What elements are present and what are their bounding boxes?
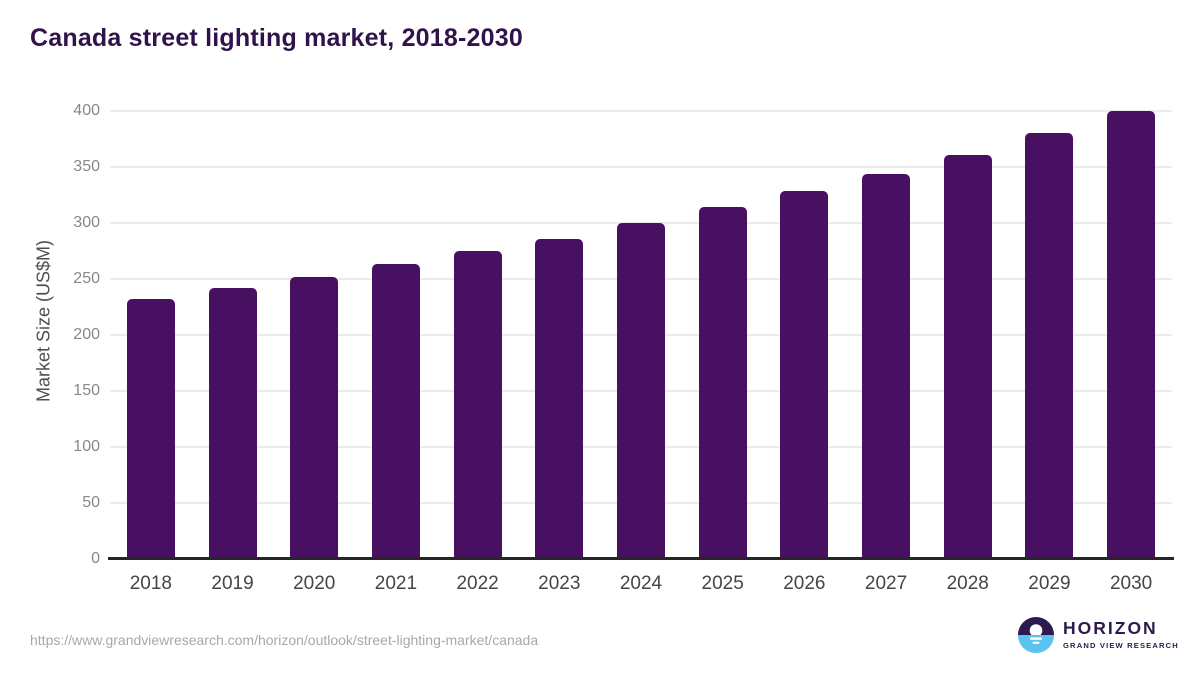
bar-slot: 2023 bbox=[518, 111, 600, 594]
x-tick-label: 2021 bbox=[374, 573, 418, 594]
y-tick-label: 0 bbox=[91, 550, 100, 567]
gridline bbox=[110, 110, 1172, 112]
y-tick-label: 200 bbox=[73, 326, 100, 343]
x-tick-label: 2030 bbox=[1109, 573, 1153, 594]
x-tick-label: 2026 bbox=[783, 573, 826, 594]
bar-2023 bbox=[535, 238, 584, 559]
bar-slot: 2022 bbox=[437, 111, 519, 594]
bar-2026 bbox=[780, 190, 829, 559]
bar-slot: 2018 bbox=[110, 111, 192, 594]
chart-title: Canada street lighting market, 2018-2030 bbox=[30, 24, 523, 52]
x-tick-label: 2019 bbox=[211, 573, 254, 594]
y-tick-label: 250 bbox=[73, 270, 100, 287]
bar-slot: 2026 bbox=[764, 111, 846, 594]
horizon-sun-icon bbox=[1018, 617, 1054, 653]
bar-2024 bbox=[616, 223, 665, 559]
x-axis-line bbox=[108, 557, 1174, 560]
logo-subtitle: GRAND VIEW RESEARCH bbox=[1063, 641, 1179, 651]
bar-slot: 2025 bbox=[682, 111, 764, 594]
y-tick-label: 300 bbox=[73, 214, 100, 231]
bar-slot: 2021 bbox=[355, 111, 437, 594]
x-tick-label: 2029 bbox=[1028, 573, 1071, 594]
bar-2028 bbox=[943, 154, 992, 559]
x-tick-label: 2018 bbox=[129, 573, 172, 594]
horizon-logo: HORIZON GRAND VIEW RESEARCH bbox=[1018, 617, 1179, 653]
y-tick-label: 50 bbox=[82, 494, 100, 511]
bar-slot: 2024 bbox=[600, 111, 682, 594]
bar-slot: 2019 bbox=[192, 111, 274, 594]
bar-2019 bbox=[208, 287, 257, 559]
bar-2018 bbox=[126, 299, 175, 559]
x-tick-label: 2025 bbox=[701, 573, 744, 594]
bar-slot: 2027 bbox=[845, 111, 927, 594]
y-axis-label: Market Size (US$M) bbox=[33, 239, 54, 403]
bar-2020 bbox=[290, 276, 339, 559]
y-tick-label: 350 bbox=[73, 158, 100, 175]
x-tick-label: 2024 bbox=[619, 573, 663, 594]
bar-2021 bbox=[371, 264, 420, 559]
logo-title: HORIZON bbox=[1063, 617, 1158, 638]
gridline bbox=[110, 166, 1172, 168]
bar-slot: 2028 bbox=[927, 111, 1009, 594]
bar-2022 bbox=[453, 251, 502, 559]
x-tick-label: 2022 bbox=[456, 573, 499, 594]
plot-area: 2018 2019 2020 2021 2022 2023 2024 2025 2026 2027… bbox=[110, 110, 1172, 594]
x-tick-label: 2023 bbox=[538, 573, 581, 594]
bar-2025 bbox=[698, 207, 747, 559]
y-tick-label: 150 bbox=[73, 382, 100, 399]
y-tick-label: 100 bbox=[73, 438, 100, 455]
y-tick-label: 400 bbox=[73, 102, 100, 119]
source-url: https://www.grandviewresearch.com/horizo… bbox=[30, 632, 539, 648]
logo-wordmark: HORIZON GRAND VIEW RESEARCH bbox=[1063, 617, 1179, 651]
bar-slot: 2030 bbox=[1090, 111, 1172, 594]
x-tick-label: 2027 bbox=[864, 573, 908, 594]
bar-2027 bbox=[862, 173, 911, 559]
bar-series: 2018 2019 2020 2021 2022 2023 2024 2025 2026 2027… bbox=[110, 111, 1172, 594]
x-tick-label: 2020 bbox=[293, 573, 336, 594]
x-tick-label: 2028 bbox=[946, 573, 989, 594]
bar-2029 bbox=[1025, 133, 1074, 559]
bar-slot: 2020 bbox=[273, 111, 355, 594]
bar-2030 bbox=[1107, 111, 1156, 559]
bar-slot: 2029 bbox=[1009, 111, 1091, 594]
